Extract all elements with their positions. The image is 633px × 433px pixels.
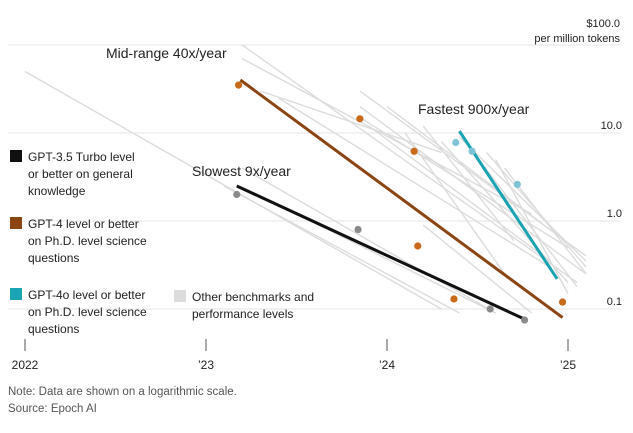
y-axis-labels: 10.0 1.0 0.1 $100.0 per million tokens [534,18,622,308]
legend-swatch [174,290,186,302]
legend-label: on Ph.D. level science [28,305,147,319]
legend-label: questions [28,322,79,336]
trend-line [239,78,564,319]
data-point [354,225,362,234]
footer-note: Note: Data are shown on a logarithmic sc… [8,386,237,398]
legend-label: knowledge [28,184,86,198]
legend-label: Other benchmarks and [192,290,314,304]
legend-label: on Ph.D. level science [28,234,147,248]
footer-source: Source: Epoch AI [8,403,97,415]
other-benchmark-line [359,116,569,249]
data-point [414,242,422,250]
other-benchmark-line [494,159,569,294]
legend: GPT-3.5 Turbo level or better on general k… [10,150,314,336]
trend-line [236,184,527,322]
other-benchmark-line [440,141,569,283]
other-benchmark-line [241,58,533,215]
series-annotation: Fastest 900x/year [418,101,530,117]
data-point [513,180,521,189]
other-benchmark-line [458,136,587,262]
data-point [486,305,494,313]
data-point [233,190,241,199]
x-axis-ticks: 2022 ’23 ’24 ’25 [12,339,576,372]
y-unit-label: per million tokens [534,33,620,45]
data-point [450,295,458,303]
other-benchmark-line [404,132,506,275]
data-point [234,81,243,89]
y-tick-label: 10.0 [601,120,622,132]
legend-label: GPT-3.5 Turbo level [28,150,135,164]
x-tick-label: ’24 [379,358,395,372]
data-point [452,138,460,147]
data-point [410,147,418,155]
legend-swatch [10,150,22,162]
legend-swatch [10,288,22,300]
data-points [233,81,567,324]
other-benchmark-line [359,105,587,275]
y-tick-label: 1.0 [607,208,622,220]
data-point [468,147,476,155]
y-unit-label: $100.0 [586,18,620,30]
data-point [356,115,364,123]
data-point [520,316,529,324]
x-tick-label: 2022 [12,358,39,372]
other-benchmark-line [368,125,551,262]
other-benchmark-line [223,185,460,314]
other-benchmark-line [241,44,578,284]
trend-lines [236,78,564,322]
legend-swatch [10,217,22,229]
annotations: Slowest 9x/year Mid-range 40x/year Fastest… [106,45,530,179]
data-point [558,298,567,306]
other-benchmark-line [422,125,515,241]
trend-line [458,130,559,280]
y-tick-label: 0.1 [607,296,622,308]
x-tick-label: ’25 [560,358,576,372]
legend-label: or better on general [28,167,133,181]
other-benchmark-line [422,224,533,314]
legend-label: GPT-4 level or better [28,217,139,231]
legend-label: GPT-4o level or better [28,288,145,302]
other-benchmark-line [241,167,496,314]
legend-label: performance levels [192,307,293,321]
legend-label: questions [28,251,79,265]
other-benchmark-lines [24,44,587,314]
other-benchmark-line [278,97,551,268]
series-annotation: Mid-range 40x/year [106,45,227,61]
x-tick-label: ’23 [198,358,214,372]
series-annotation: Slowest 9x/year [192,163,291,179]
other-benchmark-line [386,105,551,231]
